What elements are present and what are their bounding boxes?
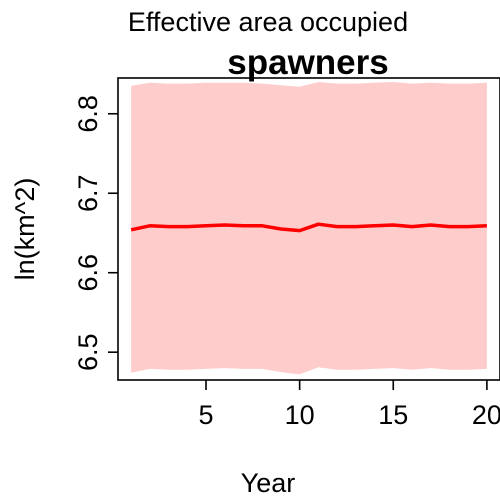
y-tick-label: 6.7 bbox=[73, 174, 103, 212]
x-tick-label: 15 bbox=[378, 400, 408, 430]
x-axis-label: Year bbox=[241, 468, 296, 498]
estimate-line bbox=[130, 222, 487, 233]
x-tick-label: 10 bbox=[285, 400, 315, 430]
y-tick-label: 6.6 bbox=[73, 254, 103, 292]
y-axis: 6.5 6.6 6.7 6.8 bbox=[73, 95, 118, 371]
chart-title: spawners bbox=[227, 43, 388, 82]
chart-subtitle: Effective area occupied bbox=[128, 7, 408, 37]
y-axis-label: ln(km^2) bbox=[10, 178, 40, 281]
y-tick-label: 6.8 bbox=[73, 95, 103, 133]
plot-frame bbox=[117, 77, 500, 381]
x-tick-label: 20 bbox=[472, 400, 500, 430]
x-axis: 5 10 15 20 bbox=[198, 380, 500, 430]
y-tick-label: 6.5 bbox=[73, 333, 103, 371]
x-tick-label: 5 bbox=[198, 400, 213, 430]
